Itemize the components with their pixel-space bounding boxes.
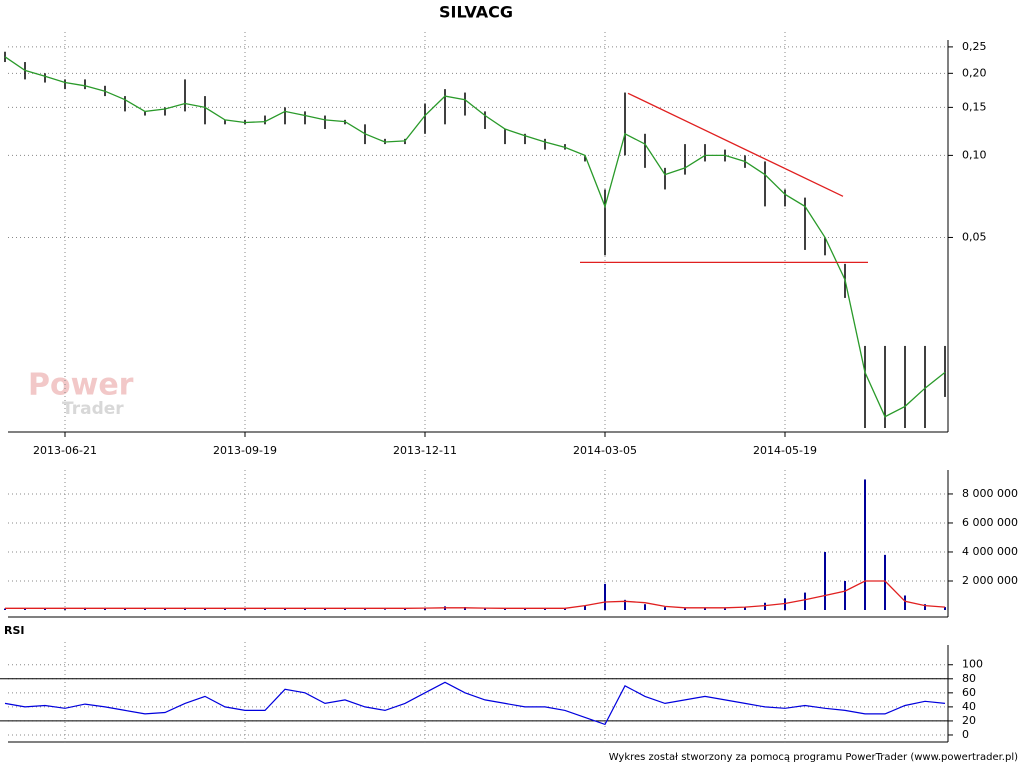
x-tick-label: 2014-03-05 [573, 444, 637, 457]
volume-bar [664, 607, 666, 610]
y-tick-label: 4 000 000 [962, 545, 1018, 558]
y-tick-label: 0,10 [962, 148, 987, 161]
y-tick-label: 0,05 [962, 230, 987, 243]
watermark: Trader [62, 399, 124, 419]
volume-bar [544, 608, 546, 610]
y-tick-label: 20 [962, 714, 976, 727]
volume-bar [24, 608, 26, 610]
volume-bar [144, 608, 146, 610]
rsi-line [4, 681, 946, 726]
volume-bar [164, 608, 166, 610]
volume-bar [404, 608, 406, 610]
volume-bar [344, 608, 346, 610]
y-tick-label: 0 [962, 728, 969, 741]
panel-title: RSI [4, 624, 25, 637]
volume-bar [824, 551, 826, 610]
volume-bar [464, 607, 466, 610]
volume-bar [304, 608, 306, 610]
y-tick-label: 60 [962, 686, 976, 699]
volume-bar [684, 608, 686, 610]
x-tick-label: 2013-12-11 [393, 444, 457, 457]
volume-bar [204, 608, 206, 610]
volume-bar [944, 607, 946, 610]
moving-average [4, 56, 946, 418]
volume-bar [644, 604, 646, 610]
x-tick-label: 2013-09-19 [213, 444, 277, 457]
volume-bar [784, 598, 786, 610]
volume-bar [724, 608, 726, 610]
volume-bar [244, 609, 246, 610]
volume-bar [884, 554, 886, 610]
volume-bar [284, 608, 286, 610]
volume-bar [584, 605, 586, 610]
footer: Wykres został stworzony za pomocą progra… [609, 752, 1018, 763]
watermark: Power [28, 368, 134, 403]
volume-bar [504, 608, 506, 610]
volume-bar [804, 592, 806, 610]
volume-bar [764, 602, 766, 610]
trend-line [627, 92, 844, 197]
volume-bar [424, 607, 426, 610]
y-tick-label: 0,20 [962, 66, 987, 79]
volume-bar [124, 608, 126, 610]
volume-bar [844, 580, 846, 610]
volume-bar [704, 607, 706, 610]
chart-title: SILVACG [439, 3, 513, 22]
volume-bar [904, 595, 906, 610]
volume-bar [364, 609, 366, 610]
y-tick-label: 8 000 000 [962, 487, 1018, 500]
volume-bar [744, 607, 746, 610]
volume-bar [384, 609, 386, 610]
y-tick-label: 2 000 000 [962, 574, 1018, 587]
volume-bar [224, 608, 226, 610]
x-tick-label: 2014-05-19 [753, 444, 817, 457]
volume-bar [4, 608, 6, 610]
y-tick-label: 0,25 [962, 40, 987, 53]
y-tick-label: 0,15 [962, 100, 987, 113]
volume-bar [324, 608, 326, 610]
y-tick-label: 80 [962, 672, 976, 685]
volume-bar [564, 608, 566, 610]
y-tick-label: 40 [962, 700, 976, 713]
y-tick-label: 100 [962, 658, 983, 671]
volume-bar [524, 608, 526, 610]
volume-bar [864, 479, 866, 610]
volume-bar [604, 583, 606, 610]
y-tick-label: 6 000 000 [962, 516, 1018, 529]
volume-bar [44, 608, 46, 610]
volume-bar [484, 608, 486, 610]
volume-bar [264, 608, 266, 610]
volume-bar [104, 608, 106, 610]
moving-average [5, 580, 946, 609]
volume-bar [924, 604, 926, 610]
x-tick-label: 2013-06-21 [33, 444, 97, 457]
volume-bar [624, 599, 626, 610]
volume-bar [64, 609, 66, 610]
